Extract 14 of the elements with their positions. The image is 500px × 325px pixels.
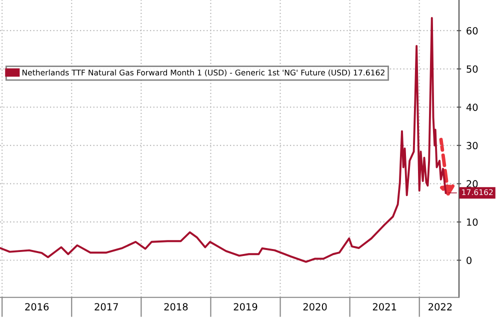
y-tick-label: 20 xyxy=(466,180,478,188)
y-tick-label: 10 xyxy=(467,218,478,226)
x-tick-label: 2019 xyxy=(234,303,258,310)
x-tick-label: 2017 xyxy=(94,303,118,310)
x-tick-label: 2021 xyxy=(372,303,396,310)
x-tick-label: 2022 xyxy=(428,303,452,310)
y-tick-label: 30 xyxy=(466,142,478,150)
x-tick-label: 2020 xyxy=(303,303,327,310)
y-tick-label: 0 xyxy=(466,256,472,264)
x-tick-label: 2016 xyxy=(25,303,49,310)
y-tick-label: 60 xyxy=(466,27,478,34)
y-tick-label: 40 xyxy=(466,104,478,111)
y-tick-label: 50 xyxy=(466,65,478,73)
x-tick-label: 2018 xyxy=(164,303,188,310)
